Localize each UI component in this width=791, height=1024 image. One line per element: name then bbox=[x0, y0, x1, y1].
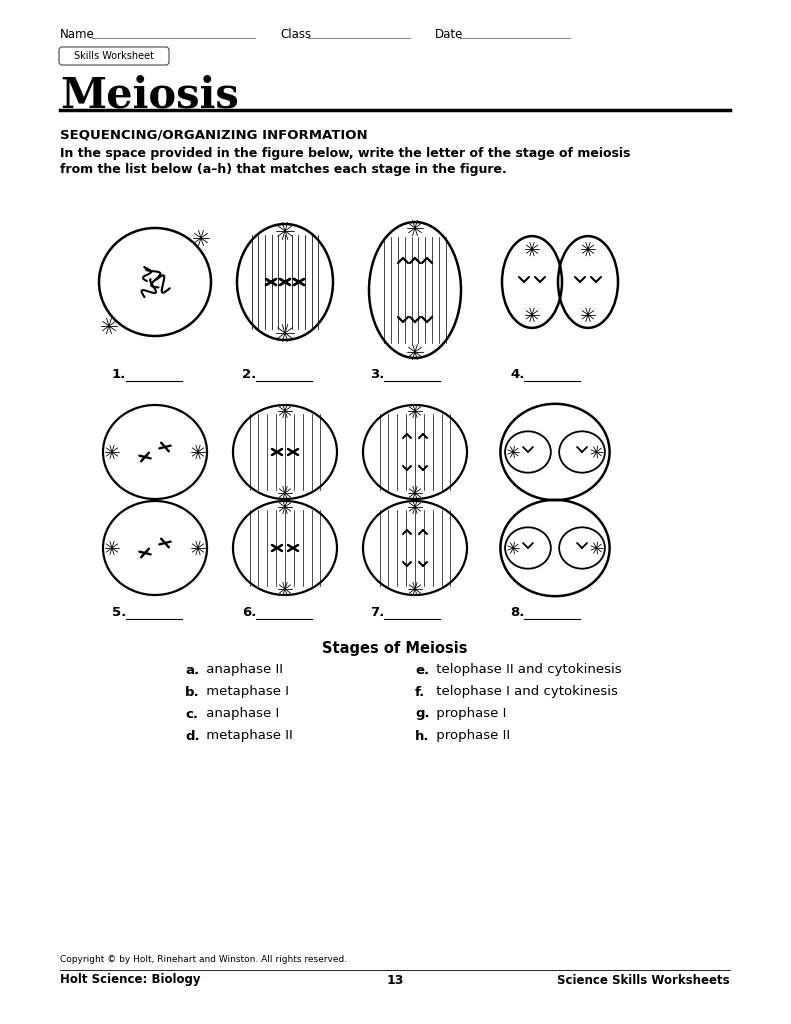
Text: 5.: 5. bbox=[112, 606, 127, 620]
Text: f.: f. bbox=[415, 685, 426, 698]
Text: 3.: 3. bbox=[370, 369, 384, 382]
Text: g.: g. bbox=[415, 708, 430, 721]
Text: Name: Name bbox=[60, 29, 95, 42]
Text: Meiosis: Meiosis bbox=[60, 74, 239, 116]
Text: 4.: 4. bbox=[510, 369, 524, 382]
Text: b.: b. bbox=[185, 685, 199, 698]
Text: SEQUENCING/ORGANIZING INFORMATION: SEQUENCING/ORGANIZING INFORMATION bbox=[60, 128, 368, 141]
Text: 7.: 7. bbox=[370, 606, 384, 620]
Text: Holt Science: Biology: Holt Science: Biology bbox=[60, 974, 200, 986]
Text: 1.: 1. bbox=[112, 369, 127, 382]
Text: e.: e. bbox=[415, 664, 430, 677]
Text: Stages of Meiosis: Stages of Meiosis bbox=[322, 640, 467, 655]
Text: from the list below (a–h) that matches each stage in the figure.: from the list below (a–h) that matches e… bbox=[60, 163, 507, 175]
FancyBboxPatch shape bbox=[59, 47, 169, 65]
Text: Science Skills Worksheets: Science Skills Worksheets bbox=[558, 974, 730, 986]
Text: telophase II and cytokinesis: telophase II and cytokinesis bbox=[432, 664, 622, 677]
Text: c.: c. bbox=[185, 708, 198, 721]
Text: 6.: 6. bbox=[242, 606, 256, 620]
Text: In the space provided in the figure below, write the letter of the stage of meio: In the space provided in the figure belo… bbox=[60, 147, 630, 161]
Text: Class: Class bbox=[280, 29, 311, 42]
Text: 13: 13 bbox=[386, 974, 403, 986]
Text: 2.: 2. bbox=[242, 369, 256, 382]
Text: telophase I and cytokinesis: telophase I and cytokinesis bbox=[432, 685, 618, 698]
Text: anaphase I: anaphase I bbox=[202, 708, 279, 721]
Text: 8.: 8. bbox=[510, 606, 524, 620]
Text: Date: Date bbox=[435, 29, 464, 42]
Text: a.: a. bbox=[185, 664, 199, 677]
Text: metaphase II: metaphase II bbox=[202, 729, 293, 742]
Text: Skills Worksheet: Skills Worksheet bbox=[74, 51, 154, 61]
Text: anaphase II: anaphase II bbox=[202, 664, 283, 677]
Text: metaphase I: metaphase I bbox=[202, 685, 289, 698]
Text: d.: d. bbox=[185, 729, 199, 742]
Text: prophase II: prophase II bbox=[432, 729, 510, 742]
Text: prophase I: prophase I bbox=[432, 708, 506, 721]
Text: Copyright © by Holt, Rinehart and Winston. All rights reserved.: Copyright © by Holt, Rinehart and Winsto… bbox=[60, 955, 347, 965]
Text: h.: h. bbox=[415, 729, 430, 742]
